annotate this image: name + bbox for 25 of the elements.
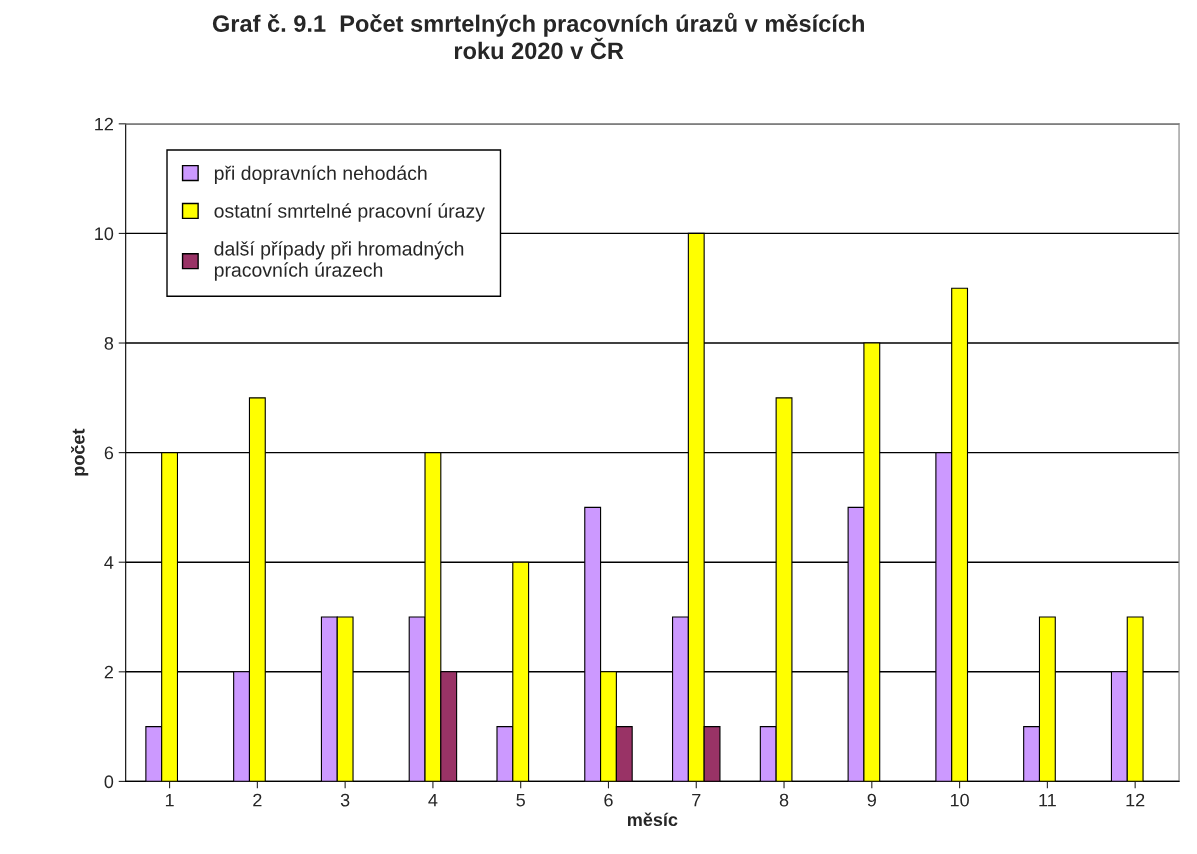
x-tick-label: 5 (516, 793, 525, 807)
y-tick-label: 6 (104, 446, 114, 460)
x-tick-label: 10 (950, 793, 969, 807)
x-tick-label: 11 (1039, 793, 1056, 807)
y-tick-label: 2 (104, 665, 113, 679)
y-tick-label: 0 (104, 775, 114, 789)
x-tick-label: 12 (1126, 793, 1145, 807)
x-tick-label: 8 (779, 793, 789, 807)
legend-label: při dopravních nehodách (214, 165, 427, 184)
x-axis-title: měsíc (627, 812, 678, 827)
y-tick-label: 8 (104, 336, 114, 350)
legend-label: další případy při hromadných pracovních úrazech (214, 241, 464, 281)
y-tick-label: 4 (104, 556, 114, 569)
x-tick-label: 1 (165, 793, 174, 807)
y-axis-title: počet (71, 428, 89, 476)
x-tick-label: 2 (253, 793, 262, 807)
y-tick-label: 12 (95, 117, 113, 131)
x-tick-label: 7 (692, 793, 701, 807)
x-tick-label: 4 (428, 793, 438, 807)
y-tick-label: 10 (95, 227, 114, 241)
x-tick-label: 6 (604, 793, 613, 807)
chart-title: Graf č. 9.1 Počet smrtelných pracovních úrazů v měsících roku 2020 v ČR (212, 12, 864, 60)
x-tick-label: 3 (340, 793, 350, 807)
x-tick-label: 9 (867, 793, 876, 807)
legend-label: ostatní smrtelné pracovní úrazy (214, 203, 485, 222)
